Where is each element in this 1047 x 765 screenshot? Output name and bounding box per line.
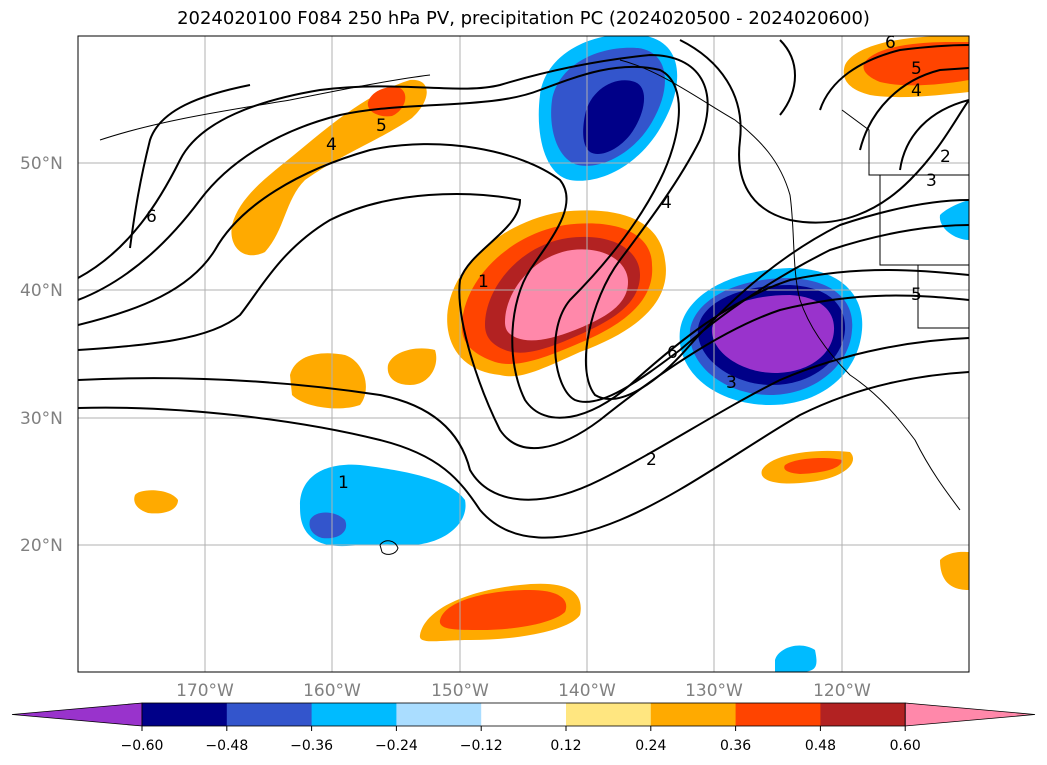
lon-label: 120°W [813, 681, 871, 701]
precip-negative-blob-3b [309, 512, 347, 539]
contour-label: 6 [146, 207, 157, 227]
contour-labels: 6 5 4 1 1 2 3 4 5 6 6 5 4 3 2 [146, 33, 951, 493]
colorbar-extend-high [904, 702, 1036, 727]
lat-label: 30°N [20, 409, 63, 429]
graticule [78, 36, 969, 672]
colorbar-segment [481, 703, 567, 726]
map-title: 2024020100 F084 250 hPa PV, precipitatio… [177, 8, 870, 29]
contour-label: 3 [926, 171, 937, 191]
colorbar-segment [735, 703, 821, 726]
colorbar-segment [820, 703, 906, 726]
colorbar-segment [650, 703, 737, 726]
precip-negative-blob-2c [583, 80, 645, 155]
contour-label: 1 [478, 272, 489, 292]
contour-label: 5 [376, 116, 387, 136]
colorbar-segment [226, 703, 313, 726]
precip-positive-blob-5b [439, 590, 567, 630]
colorbar: −0.60 −0.48 −0.36 −0.24 −0.12 0.12 0.24 0.36 0.4… [11, 702, 1036, 754]
colorbar-segment [396, 703, 482, 726]
contour-label: 4 [911, 81, 922, 101]
pv-contours [78, 39, 969, 539]
colorbar-extend-low [11, 702, 143, 727]
colorbar-frame [141, 702, 906, 727]
lat-label: 50°N [20, 154, 63, 174]
colorbar-tick-label: 0.48 [805, 738, 836, 754]
colorbar-segment [566, 703, 652, 726]
precip-positive-blob-6b [784, 457, 842, 474]
contour-label: 3 [726, 373, 737, 393]
precip-positive-blob-9 [940, 551, 969, 590]
contour-label: 6 [667, 343, 678, 363]
precip-negative-blob-4 [775, 645, 817, 672]
precip-positive-blob-3 [290, 353, 366, 409]
colorbar-segment [311, 703, 397, 726]
contour-label: 2 [940, 147, 951, 167]
longitude-labels: 170°W 160°W 150°W 140°W 130°W 120°W [176, 681, 871, 701]
precip-positive-blob-8 [134, 490, 178, 514]
colorbar-tick-label: 0.60 [890, 738, 921, 754]
contour-label: 6 [885, 33, 896, 53]
contour-label: 5 [911, 59, 922, 79]
colorbar-tick-label: 0.24 [635, 738, 666, 754]
colorbar-tick-label: −0.36 [290, 738, 333, 754]
latitude-labels: 50°N 40°N 30°N 20°N [20, 154, 63, 556]
lon-label: 150°W [431, 681, 489, 701]
lat-label: 20°N [20, 536, 63, 556]
contour-label: 2 [646, 450, 657, 470]
colorbar-tick-label: −0.48 [205, 738, 248, 754]
lon-label: 130°W [685, 681, 743, 701]
map-frame [77, 35, 970, 673]
contour-label: 5 [911, 285, 922, 305]
lon-label: 160°W [303, 681, 361, 701]
contour-label: 1 [338, 473, 349, 493]
precip-negative-blob-5 [939, 200, 969, 240]
contour-label: 4 [326, 135, 337, 155]
coastlines [99, 59, 969, 555]
colorbar-tick-label: −0.24 [375, 738, 418, 754]
colorbar-tick-label: −0.60 [121, 738, 164, 754]
precip-positive-blob-4 [387, 348, 437, 385]
lat-label: 40°N [20, 281, 63, 301]
colorbar-tick-label: 0.36 [720, 738, 751, 754]
contour-label: 4 [661, 193, 672, 213]
colorbar-tick-label: −0.12 [460, 738, 503, 754]
colorbar-tick-label: 0.12 [550, 738, 581, 754]
lon-label: 170°W [176, 681, 234, 701]
lon-label: 140°W [558, 681, 616, 701]
precip-positive-blob-2 [231, 79, 427, 256]
precip-negative-blob-1d [711, 295, 835, 373]
colorbar-segment [142, 703, 228, 726]
